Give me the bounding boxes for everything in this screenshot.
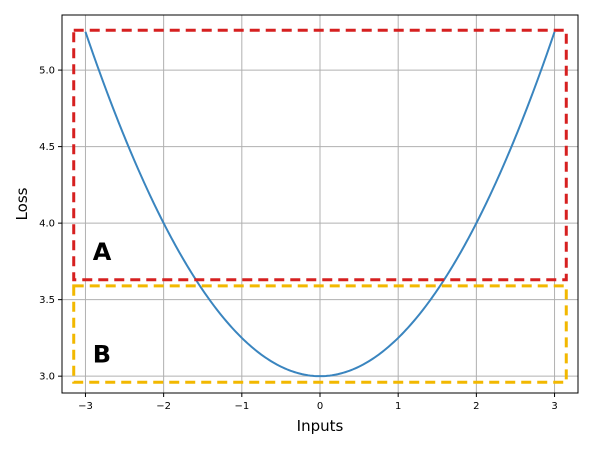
x-tick-label: 3: [551, 401, 557, 412]
region-a-box: [72, 28, 568, 282]
x-axis-label: Inputs: [297, 417, 344, 435]
x-tick-label: −1: [234, 401, 249, 412]
y-axis: 3.0 3.5 4.0 4.5 5.0: [39, 66, 62, 383]
y-tick-label: 5.0: [39, 66, 55, 77]
y-tick-label: 3.0: [39, 372, 55, 383]
region-b-box: [72, 284, 568, 384]
series-layer: [84, 31, 556, 378]
annotation-layer: AB: [72, 28, 568, 384]
loss-curve: [84, 31, 556, 378]
x-tick-label: 2: [473, 401, 479, 412]
y-tick-label: 4.5: [39, 142, 55, 153]
x-tick-label: −3: [78, 401, 93, 412]
y-tick-label: 4.0: [39, 219, 55, 230]
region-a-label: A: [93, 238, 112, 266]
y-axis-label: Loss: [13, 187, 31, 220]
y-tick-label: 3.5: [39, 295, 55, 306]
x-axis: −3 −2 −1 0 1 2 3: [78, 393, 558, 412]
x-tick-label: −2: [156, 401, 171, 412]
x-tick-label: 1: [395, 401, 401, 412]
x-tick-label: 0: [317, 401, 323, 412]
region-b-label: B: [93, 340, 111, 368]
grid: [62, 15, 578, 393]
